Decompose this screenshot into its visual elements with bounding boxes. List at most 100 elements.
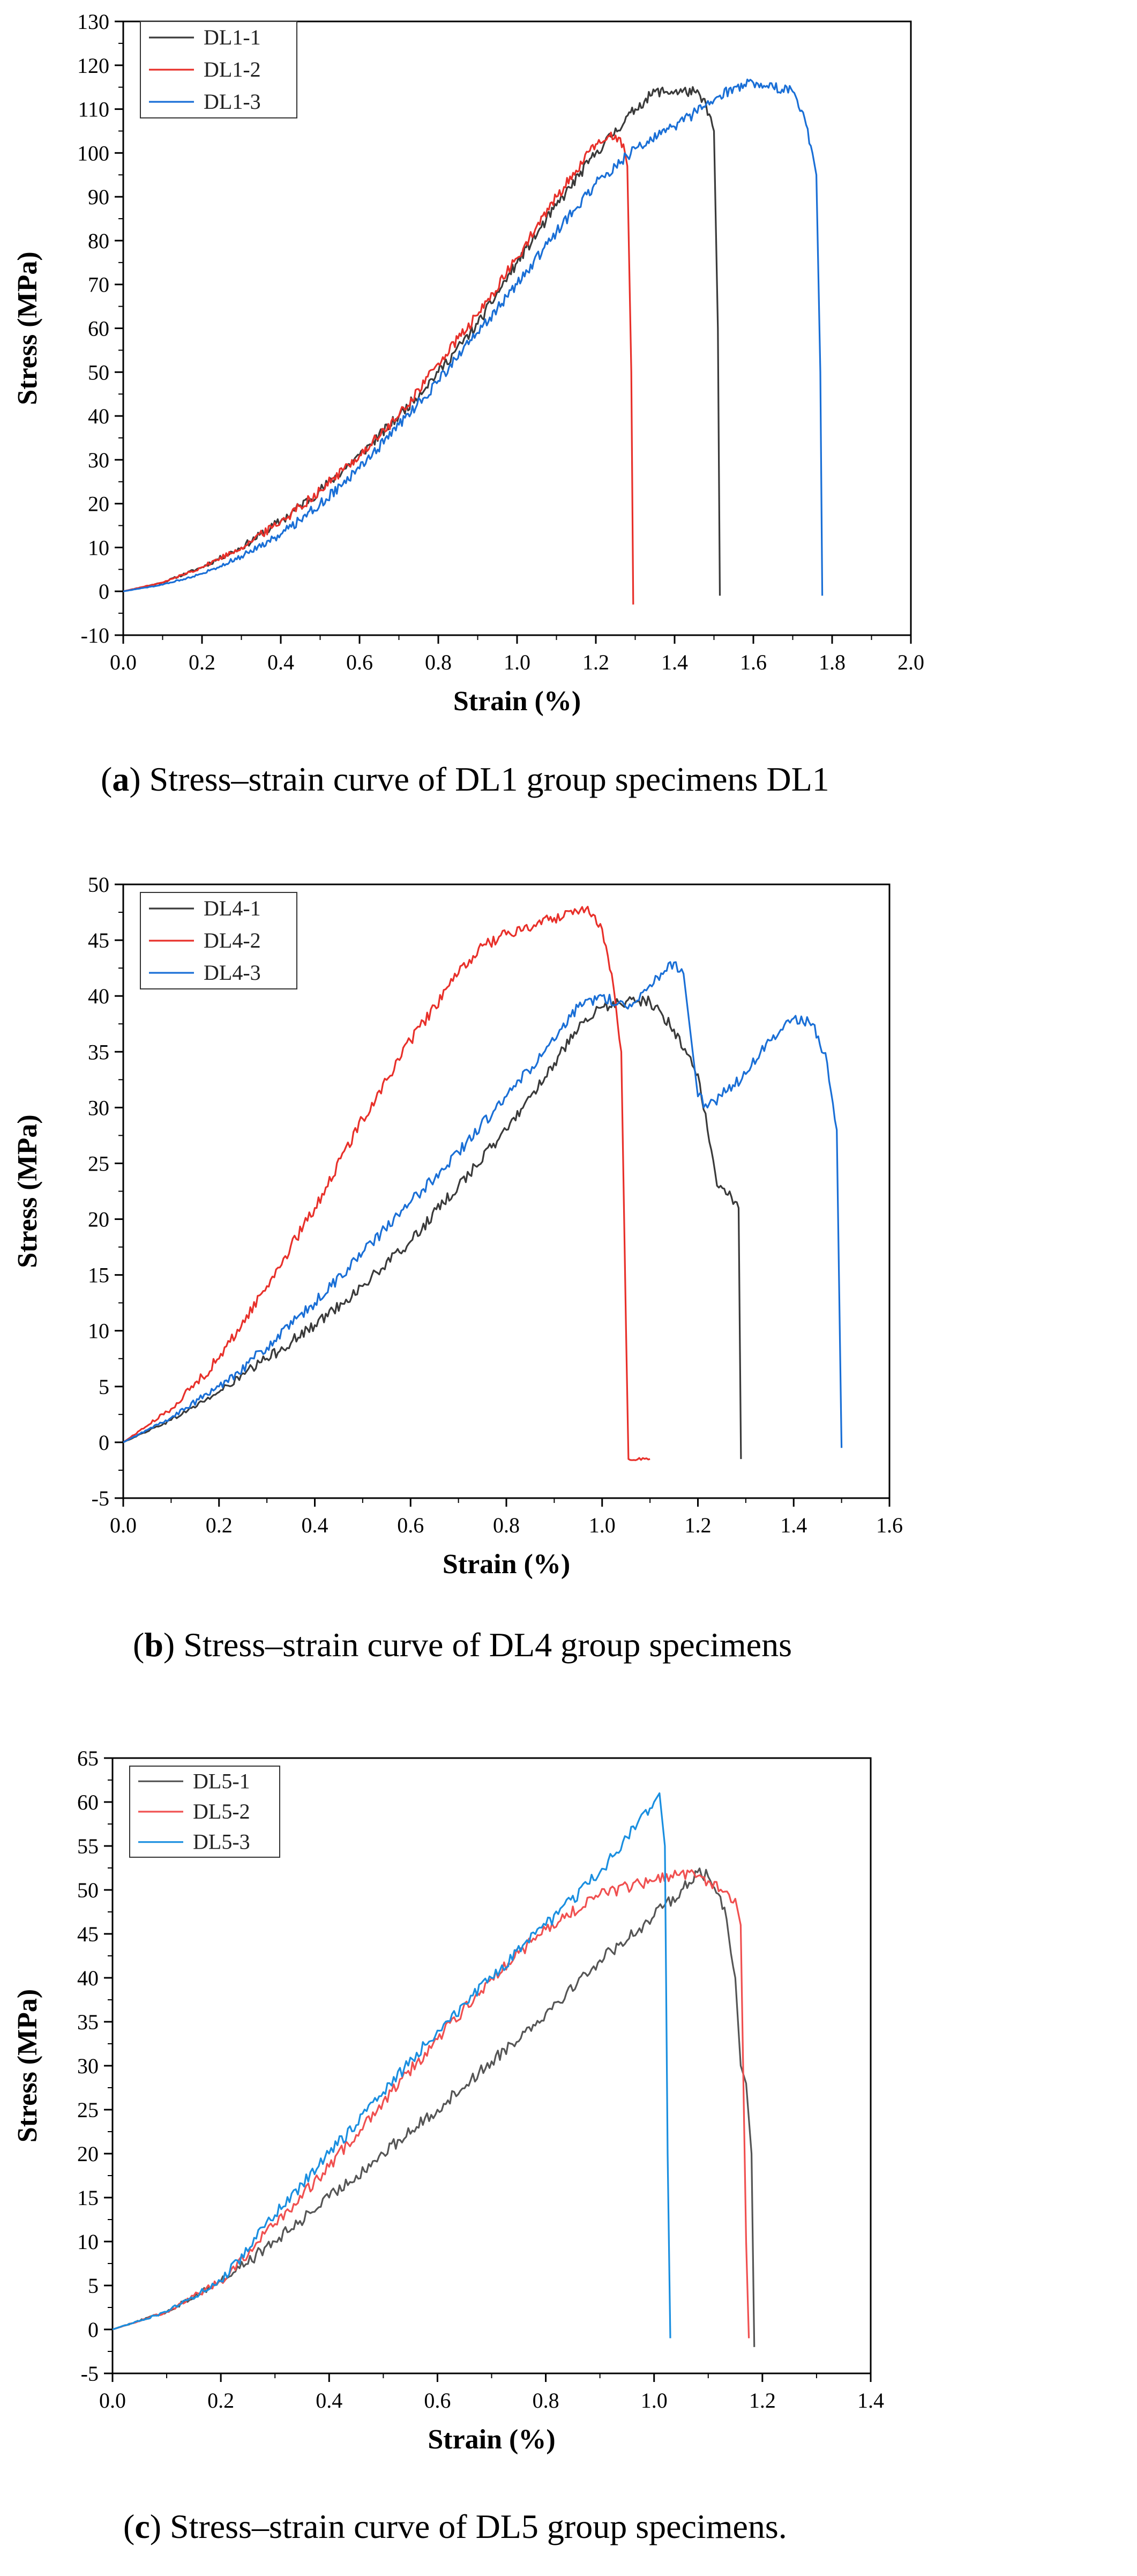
y-tick-label: 10 (77, 2230, 99, 2254)
y-tick-label: -5 (92, 1486, 109, 1510)
series-line-dl1-3 (123, 78, 824, 596)
series-line-dl5-3 (113, 1792, 671, 2339)
x-tick-label: 0.2 (207, 2388, 234, 2413)
x-tick-label: 1.6 (876, 1513, 903, 1537)
x-tick-label: 0.2 (189, 650, 215, 674)
y-tick-label: -10 (81, 623, 109, 647)
y-tick-label: 15 (77, 2186, 99, 2210)
legend-label: DL4-2 (204, 928, 261, 952)
x-tick-label: 1.2 (582, 650, 609, 674)
y-tick-label: 20 (77, 2142, 99, 2166)
caption-letter: a (112, 760, 129, 798)
x-tick-label: 0.4 (267, 650, 294, 674)
legend-label: DL4-3 (204, 961, 261, 985)
x-tick-label: 0.4 (316, 2388, 342, 2413)
y-tick-label: 10 (88, 1319, 109, 1343)
x-tick-label: 0.0 (99, 2388, 126, 2413)
y-tick-label: 50 (88, 360, 109, 384)
legend-label: DL5-2 (193, 1799, 250, 1823)
y-tick-label: 10 (88, 535, 109, 560)
y-tick-label: 0 (99, 1431, 109, 1455)
x-tick-label: 0.0 (110, 650, 137, 674)
y-tick-label: 45 (88, 928, 109, 952)
x-tick-label: 0.4 (302, 1513, 328, 1537)
y-tick-label: 50 (77, 1878, 99, 1902)
y-tick-label: 60 (77, 1790, 99, 1814)
y-tick-label: 30 (88, 448, 109, 472)
caption-letter: c (134, 2507, 149, 2545)
caption-text: Stress–strain curve of DL5 group specime… (161, 2507, 787, 2545)
y-tick-label: 35 (88, 1040, 109, 1064)
x-tick-label: 1.0 (641, 2388, 668, 2413)
y-tick-label: 60 (88, 317, 109, 341)
y-tick-label: 5 (99, 1375, 109, 1399)
x-tick-label: 1.0 (589, 1513, 616, 1537)
x-tick-label: 1.8 (819, 650, 846, 674)
legend-label: DL1-1 (204, 25, 261, 49)
series-line-dl4-3 (123, 961, 843, 1448)
x-axis-title: Strain (%) (453, 686, 581, 717)
y-tick-label: 120 (77, 54, 109, 78)
x-tick-label: 1.4 (857, 2388, 884, 2413)
x-tick-label: 0.2 (206, 1513, 233, 1537)
y-tick-label: 25 (88, 1151, 109, 1175)
y-tick-label: 80 (88, 229, 109, 253)
y-tick-label: 90 (88, 185, 109, 209)
series-line-dl4-2 (123, 906, 650, 1461)
legend-label: DL1-2 (204, 57, 261, 81)
y-axis-title: Stress (MPa) (12, 251, 43, 405)
y-tick-label: 35 (77, 2010, 99, 2034)
y-tick-label: 40 (88, 984, 109, 1008)
y-tick-label: 0 (88, 2318, 99, 2342)
y-tick-label: 110 (78, 98, 109, 122)
y-tick-label: 15 (88, 1263, 109, 1287)
x-tick-label: 0.8 (493, 1513, 520, 1537)
x-tick-label: 2.0 (897, 650, 924, 674)
y-tick-label: 55 (77, 1834, 99, 1858)
x-tick-label: 0.0 (110, 1513, 137, 1537)
y-tick-label: 20 (88, 492, 109, 516)
caption-letter: b (144, 1626, 163, 1664)
legend-label: DL1-3 (204, 90, 261, 114)
y-tick-label: 30 (77, 2054, 99, 2078)
caption-text: Stress–strain curve of DL1 group specime… (141, 760, 829, 798)
x-tick-label: 1.2 (685, 1513, 712, 1537)
y-tick-label: 40 (77, 1966, 99, 1990)
x-tick-label: 1.4 (661, 650, 688, 674)
figure-caption: (c) Stress–strain curve of DL5 group spe… (123, 2507, 787, 2545)
x-tick-label: 1.0 (504, 650, 530, 674)
legend-label: DL4-1 (204, 896, 261, 920)
figure-caption: (b) Stress–strain curve of DL4 group spe… (133, 1626, 792, 1664)
caption-text: Stress–strain curve of DL4 group specime… (175, 1626, 792, 1664)
y-tick-label: 70 (88, 273, 109, 297)
y-tick-label: 40 (88, 404, 109, 428)
panel-b: 0.0 0.2 0.4 0.6 0.8 1.0 1.2 1.4 1.6 -5 0 5 10 15 20 25 3… (12, 873, 903, 1664)
y-tick-label: 0 (99, 579, 109, 604)
y-tick-label: 25 (77, 2098, 99, 2122)
legend-label: DL5-1 (193, 1769, 250, 1793)
x-tick-label: 0.6 (397, 1513, 424, 1537)
x-axis-title: Strain (%) (443, 1549, 570, 1580)
x-tick-label: 1.6 (740, 650, 767, 674)
y-axis-title: Stress (MPa) (12, 1114, 43, 1268)
x-tick-label: 1.4 (780, 1513, 807, 1537)
y-tick-label: 30 (88, 1096, 109, 1120)
figure-caption: (a) Stress–strain curve of DL1 group spe… (101, 760, 829, 798)
x-tick-label: 0.8 (425, 650, 452, 674)
y-tick-label: 65 (77, 1746, 99, 1770)
y-tick-label: 50 (88, 873, 109, 897)
x-tick-label: 1.2 (749, 2388, 776, 2413)
series-line-dl1-2 (123, 131, 634, 605)
x-tick-label: 0.8 (533, 2388, 559, 2413)
panel-c: 0.0 0.2 0.4 0.6 0.8 1.0 1.2 1.4 -5 0 5 10 15 20 25 30 35… (12, 1746, 884, 2545)
panel-a: 0.0 0.2 0.4 0.6 0.8 1.0 1.2 1.4 1.6 1.8 2.0 -10 0 10 2… (12, 10, 924, 798)
y-tick-label: -5 (81, 2362, 99, 2386)
x-tick-label: 0.6 (346, 650, 373, 674)
x-axis-title: Strain (%) (428, 2424, 555, 2455)
legend-label: DL5-3 (193, 1830, 250, 1854)
y-axis-title: Stress (MPa) (12, 1989, 43, 2142)
y-tick-label: 20 (88, 1208, 109, 1232)
y-tick-label: 5 (88, 2274, 99, 2298)
x-tick-label: 0.6 (424, 2388, 451, 2413)
